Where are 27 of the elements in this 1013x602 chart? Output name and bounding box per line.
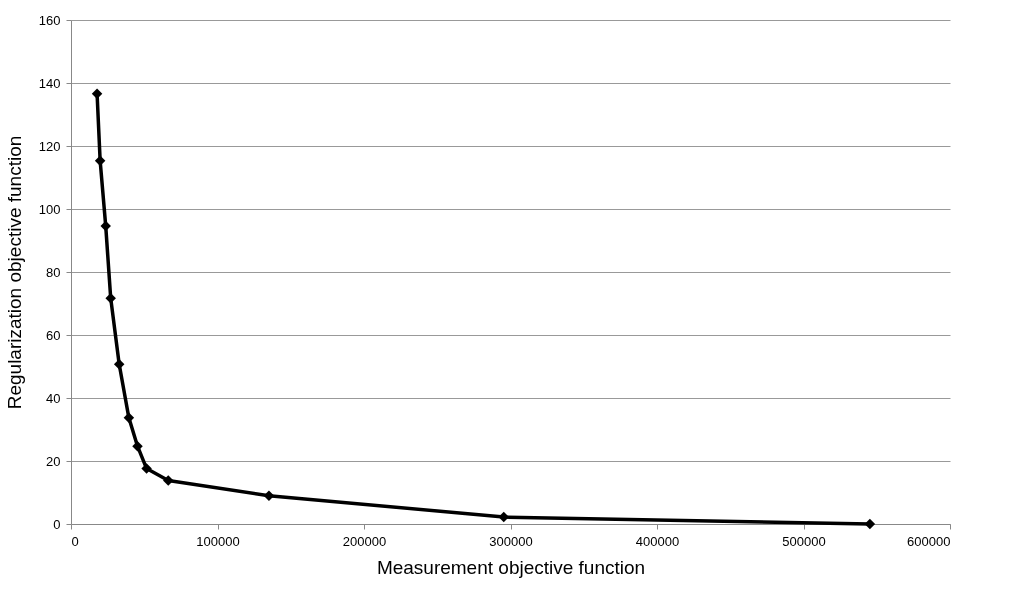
point [263, 490, 275, 501]
x-tick-label: 300000 [489, 533, 533, 549]
y-tick-label: 40 [46, 390, 61, 406]
x-tick-label: 600000 [907, 533, 951, 549]
x-tick-label: 100000 [196, 533, 240, 549]
y-tick-label: 80 [46, 264, 61, 280]
y-tick-label: 20 [46, 453, 61, 469]
x-tick-label: 500000 [782, 533, 826, 549]
y-axis-title: Regularization objective function [3, 135, 25, 410]
point [123, 412, 135, 424]
y-tick-label: 160 [38, 12, 61, 28]
y-tick-label: 60 [46, 327, 61, 343]
y-tick-label: 140 [38, 75, 61, 91]
point [498, 511, 509, 523]
x-tick-label: 200000 [342, 533, 387, 549]
y-tick-label: 0 [53, 516, 61, 532]
x-axis-title: Measurement objective function [376, 556, 646, 578]
point [91, 88, 103, 99]
point [113, 359, 125, 370]
y-tick-label: 120 [38, 138, 61, 154]
y-tick-label: 100 [38, 201, 61, 217]
point [141, 463, 152, 474]
x-tick-label: 400000 [635, 533, 680, 549]
point [864, 518, 876, 530]
point [132, 440, 143, 452]
point [163, 475, 174, 486]
x-tick-label: 0 [71, 533, 79, 549]
